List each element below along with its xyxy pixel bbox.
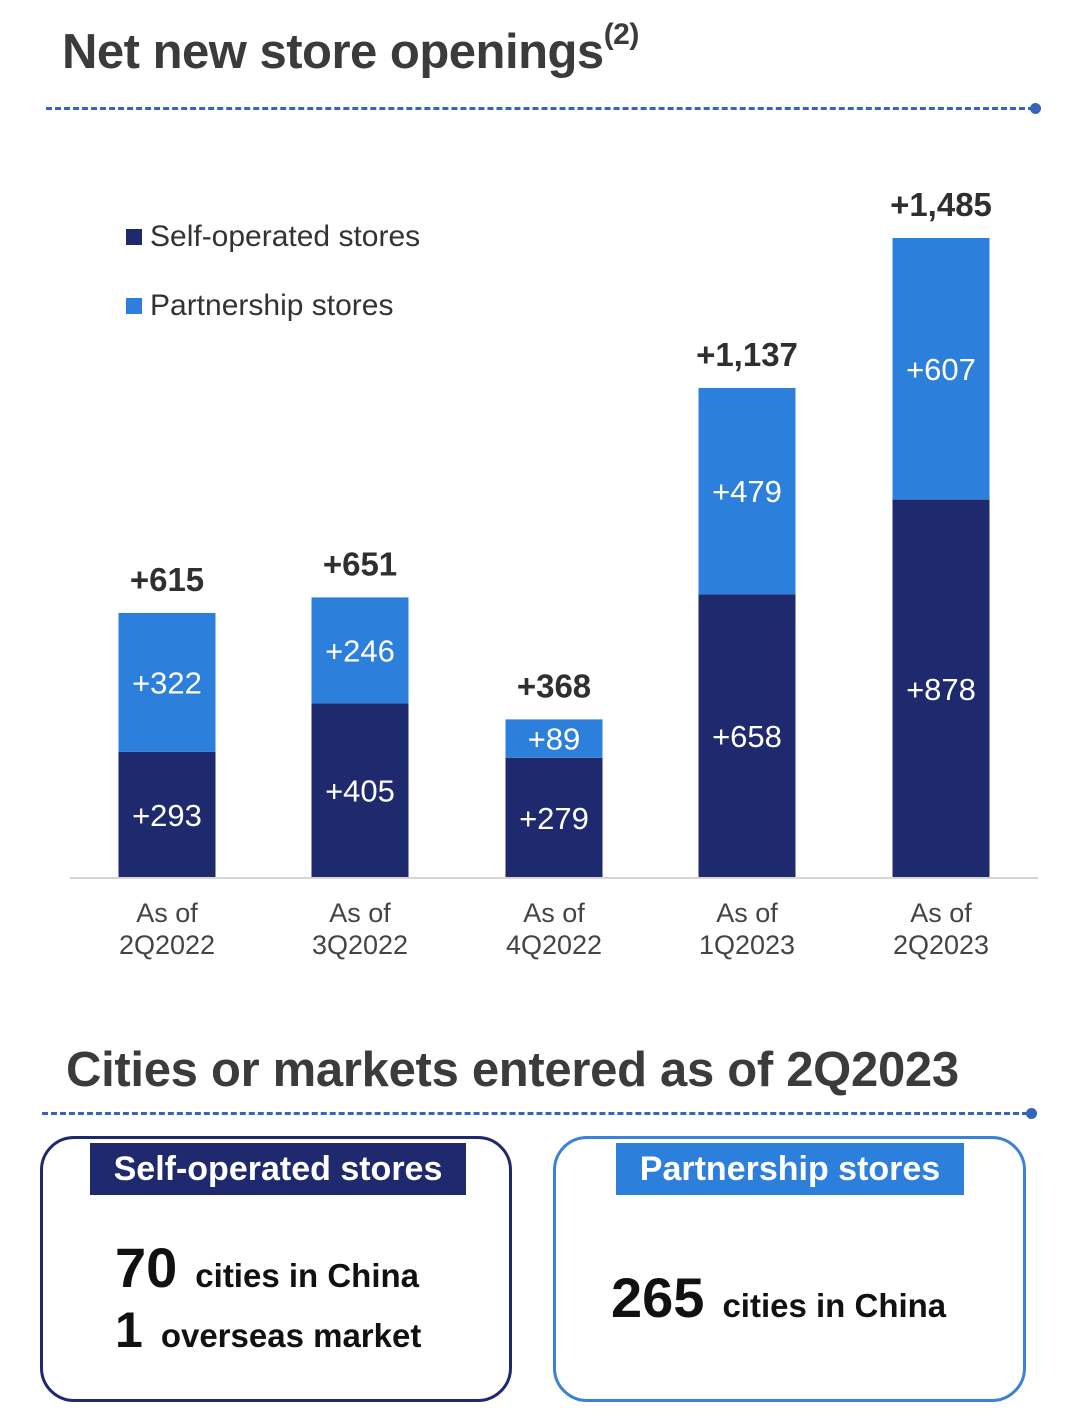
legend-item-self-operated: Self-operated stores — [126, 220, 420, 254]
stat-text: cities in China — [195, 1257, 420, 1294]
bar-self-operated — [505, 757, 603, 878]
x-tick-label: As of — [910, 898, 972, 928]
stat-text: overseas market — [160, 1317, 422, 1354]
footnote-marker: (2) — [603, 18, 640, 51]
total-label: +651 — [323, 545, 397, 582]
divider-dot-icon — [1030, 103, 1041, 114]
x-tick-label: As of — [716, 898, 778, 928]
bar-partnership — [892, 238, 990, 500]
data-label: +322 — [132, 665, 202, 700]
bar-partnership — [311, 597, 409, 704]
self-operated-card: Self-operated stores 70 cities in China … — [40, 1136, 512, 1402]
partnership-card-header: Partnership stores — [616, 1143, 964, 1195]
bar-self-operated — [892, 499, 990, 878]
data-label: +878 — [906, 672, 976, 707]
title-divider — [46, 107, 1034, 110]
legend-label-self-operated: Self-operated stores — [150, 220, 421, 253]
partnership-card: Partnership stores 265 cities in China — [553, 1136, 1026, 1402]
legend-item-partnership: Partnership stores — [126, 289, 393, 323]
bar-partnership — [505, 719, 603, 758]
stat-line-cities: 265 cities in China — [611, 1265, 946, 1330]
bar-partnership — [118, 612, 216, 752]
section2-divider — [42, 1112, 1028, 1115]
x-tick-label: As of — [523, 898, 585, 928]
total-label: +1,137 — [696, 336, 798, 373]
total-label: +615 — [130, 561, 204, 598]
data-label: +607 — [906, 352, 976, 387]
divider-dot-icon — [1026, 1108, 1037, 1119]
stat-number: 265 — [611, 1266, 705, 1329]
page-title: Net new store openings(2) — [62, 18, 639, 80]
x-tick-label: 1Q2023 — [699, 930, 795, 960]
section-title-cities: Cities or markets entered as of 2Q2023 — [66, 1043, 959, 1097]
data-label: +405 — [325, 774, 395, 809]
data-label: +279 — [519, 801, 589, 836]
page-title-text: Net new store openings — [62, 25, 604, 79]
data-label: +89 — [528, 722, 581, 757]
x-tick-label: 4Q2022 — [506, 930, 602, 960]
x-tick-label: 2Q2022 — [119, 930, 215, 960]
bar-self-operated — [311, 703, 409, 878]
total-label: +1,485 — [890, 186, 992, 223]
legend-swatch-partnership — [126, 298, 142, 314]
stat-text: cities in China — [722, 1287, 947, 1324]
data-label: +293 — [132, 798, 202, 833]
data-label: +246 — [325, 633, 395, 668]
stat-number: 1 — [115, 1302, 143, 1358]
legend-swatch-self-operated — [126, 229, 142, 245]
data-label: +658 — [712, 719, 782, 754]
x-tick-label: 3Q2022 — [312, 930, 408, 960]
x-tick-label: As of — [329, 898, 391, 928]
total-label: +368 — [517, 667, 591, 704]
stat-line-cities: 70 cities in China — [115, 1235, 419, 1300]
bar-self-operated — [118, 751, 216, 878]
self-operated-card-header: Self-operated stores — [90, 1143, 466, 1195]
stat-number: 70 — [115, 1236, 178, 1299]
x-tick-label: 2Q2023 — [893, 930, 989, 960]
stat-line-overseas: 1 overseas market — [115, 1301, 421, 1359]
bar-partnership — [698, 387, 796, 595]
bar-self-operated — [698, 594, 796, 878]
data-label: +479 — [712, 474, 782, 509]
x-tick-label: As of — [136, 898, 198, 928]
legend-label-partnership: Partnership stores — [150, 289, 394, 322]
